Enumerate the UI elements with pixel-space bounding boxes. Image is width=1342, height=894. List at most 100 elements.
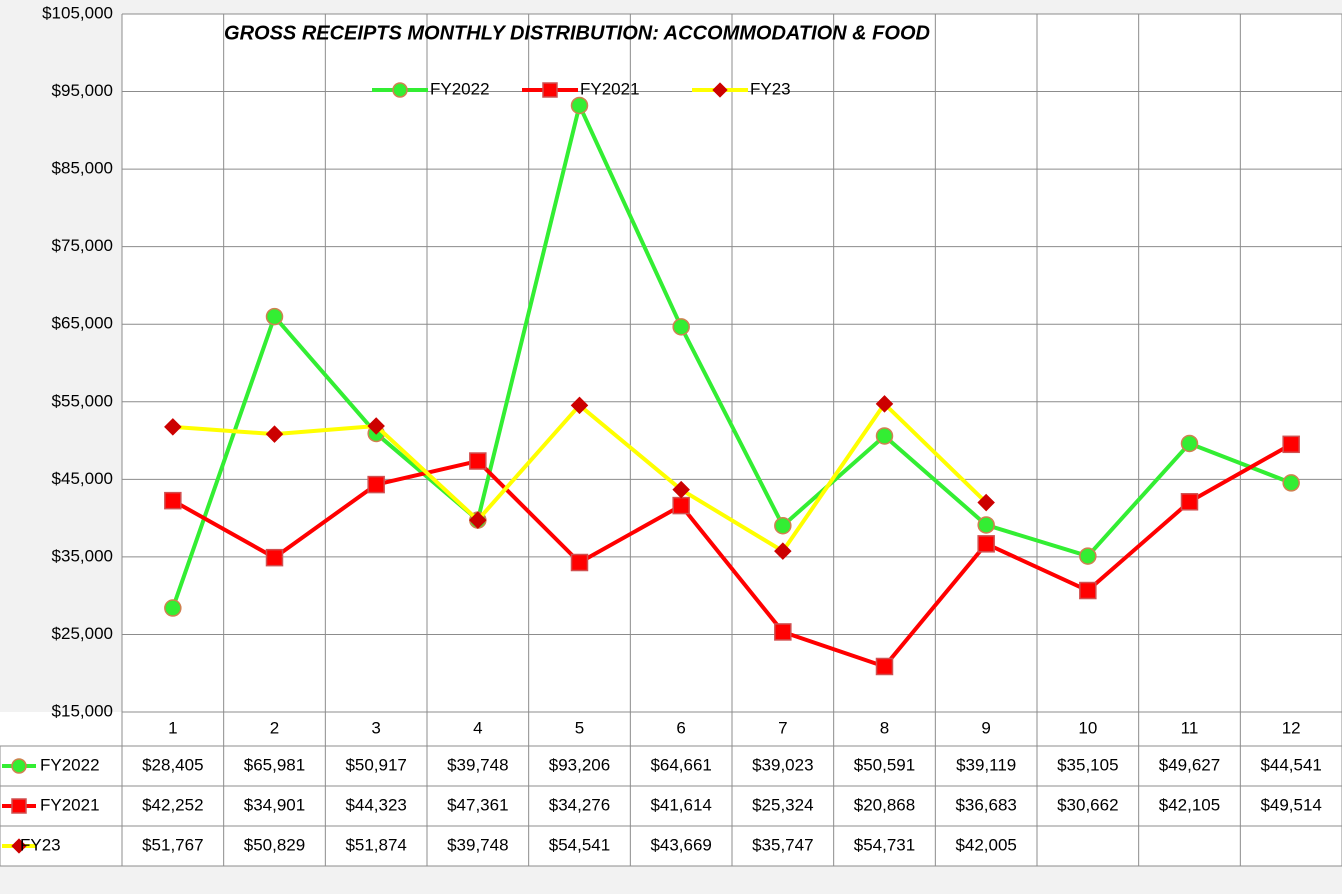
table-value: $42,005 <box>955 835 1016 854</box>
table-value: $35,747 <box>752 835 813 854</box>
marker <box>1079 581 1097 600</box>
marker <box>977 535 995 553</box>
marker <box>1282 435 1300 454</box>
table-value: $49,514 <box>1260 795 1321 814</box>
marker <box>977 493 995 512</box>
x-tick-label: 1 <box>168 718 177 737</box>
marker <box>774 623 792 641</box>
table-value: $20,868 <box>854 795 915 814</box>
marker <box>367 417 385 435</box>
table-series-name: FY2021 <box>40 795 100 814</box>
x-tick-label: 3 <box>371 718 380 737</box>
y-tick-label: $105,000 <box>42 3 113 22</box>
table-value: $44,323 <box>345 795 406 814</box>
marker <box>11 838 27 854</box>
legend-label: FY23 <box>750 79 791 98</box>
y-tick-label: $55,000 <box>52 391 113 410</box>
y-tick-label: $95,000 <box>52 81 113 100</box>
marker <box>712 82 728 98</box>
x-tick-label: 4 <box>473 718 482 737</box>
table-value: $44,541 <box>1260 755 1321 774</box>
marker <box>570 96 589 115</box>
table-value: $34,901 <box>244 795 305 814</box>
marker <box>164 418 182 436</box>
marker <box>542 82 558 98</box>
marker <box>1282 474 1300 492</box>
table-value: $51,874 <box>345 835 406 854</box>
series-line <box>170 103 1292 609</box>
table-value: $39,119 <box>956 755 1016 774</box>
table-value: $65,981 <box>244 755 305 774</box>
legend-label: FY2021 <box>580 79 640 98</box>
marker <box>469 511 487 529</box>
table-value: $39,023 <box>752 755 813 774</box>
table-value: $54,541 <box>549 835 610 854</box>
table-value: $25,324 <box>752 795 813 814</box>
y-tick-label: $65,000 <box>52 314 113 333</box>
table-series-name: FY2022 <box>40 755 100 774</box>
y-tick-label: $45,000 <box>52 469 113 488</box>
table-value: $43,669 <box>650 835 711 854</box>
table-value: $51,767 <box>142 835 203 854</box>
table-value: $47,361 <box>447 795 508 814</box>
legend-label: FY2022 <box>430 79 490 98</box>
marker <box>774 516 792 535</box>
x-tick-label: 12 <box>1282 718 1301 737</box>
marker <box>570 396 589 415</box>
y-tick-label: $15,000 <box>52 701 113 720</box>
marker <box>11 798 27 814</box>
table-value: $34,276 <box>549 795 610 814</box>
marker <box>977 516 995 534</box>
y-tick-label: $75,000 <box>52 236 113 255</box>
table-series-name: FY23 <box>20 835 61 854</box>
y-tick-label: $85,000 <box>52 159 113 178</box>
table-value: $64,661 <box>650 755 711 774</box>
marker <box>164 599 182 617</box>
x-tick-label: 9 <box>981 718 990 737</box>
x-tick-label: 11 <box>1181 718 1199 737</box>
table-value: $50,591 <box>854 755 915 774</box>
marker <box>875 657 894 676</box>
table-value: $39,748 <box>447 755 508 774</box>
table-value: $41,614 <box>650 795 711 814</box>
y-tick-label: $35,000 <box>52 546 113 565</box>
y-tick-label: $25,000 <box>52 624 113 643</box>
marker <box>672 496 690 515</box>
x-tick-label: 7 <box>778 718 787 737</box>
marker <box>672 318 690 336</box>
marker <box>469 452 487 470</box>
marker <box>265 548 284 567</box>
marker <box>875 395 894 413</box>
x-tick-label: 8 <box>880 718 889 737</box>
table-value: $93,206 <box>549 755 610 774</box>
x-tick-label: 2 <box>270 718 279 737</box>
table-value: $39,748 <box>447 835 508 854</box>
x-tick-label: 5 <box>575 718 584 737</box>
marker <box>672 480 690 499</box>
marker <box>164 491 182 510</box>
marker <box>265 307 284 326</box>
marker <box>1180 434 1199 453</box>
table-value: $50,917 <box>345 755 406 774</box>
table-value: $30,662 <box>1057 795 1118 814</box>
table-value: $35,105 <box>1057 755 1118 774</box>
table-value: $42,105 <box>1159 795 1220 814</box>
table-value: $42,252 <box>142 795 203 814</box>
table-value: $49,627 <box>1159 755 1220 774</box>
table-value: $50,829 <box>244 835 305 854</box>
series-line <box>171 442 1293 669</box>
marker <box>774 542 792 560</box>
marker <box>1180 493 1199 511</box>
table-value: $28,405 <box>142 755 203 774</box>
marker <box>265 425 284 443</box>
chart-title: GROSS RECEIPTS MONTHLY DISTRIBUTION: ACC… <box>224 22 930 44</box>
x-tick-label: 6 <box>676 718 685 737</box>
marker <box>875 427 894 445</box>
marker <box>11 758 27 774</box>
marker <box>392 82 408 98</box>
table-value: $54,731 <box>854 835 915 854</box>
marker <box>1079 547 1097 565</box>
marker <box>570 553 589 572</box>
table-value: $36,683 <box>955 795 1016 814</box>
